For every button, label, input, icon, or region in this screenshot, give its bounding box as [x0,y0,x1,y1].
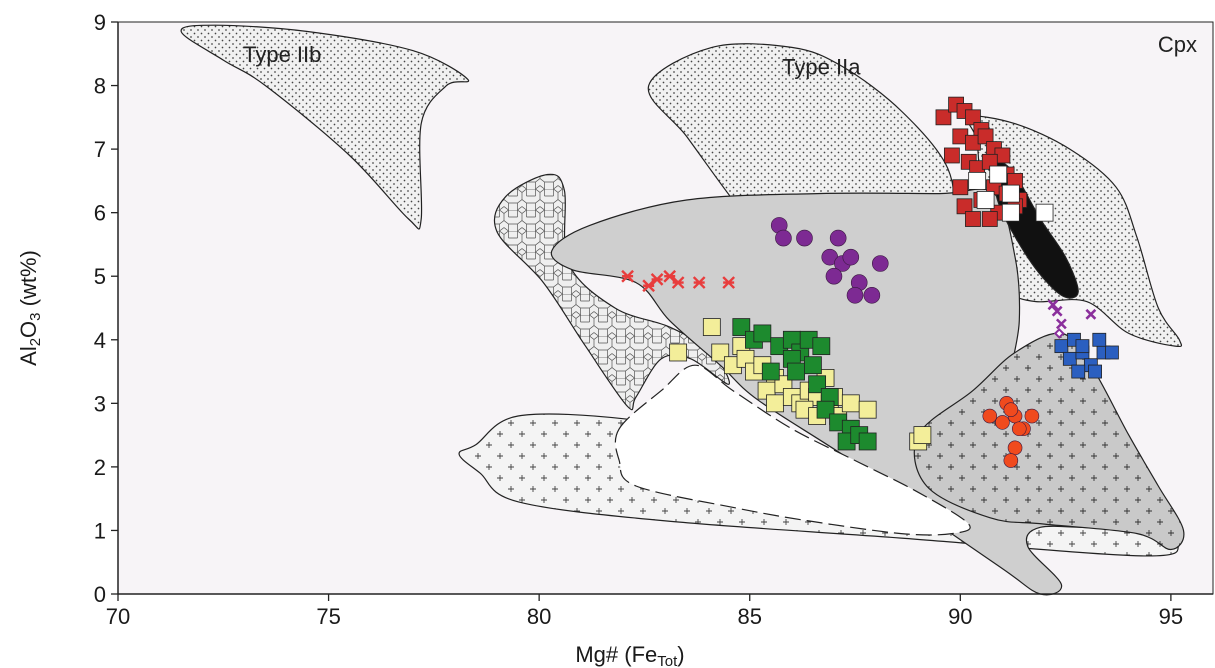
point-0-25 [965,211,981,227]
series-5 [732,318,877,451]
point-2-2 [796,229,813,247]
point-9-0 [1053,328,1065,339]
region-plus-dense-6 [913,332,1185,551]
point-4-22 [841,394,860,413]
y-tick-label-2: 2 [94,455,106,480]
point-3-4 [671,276,685,289]
point-2-1 [775,229,792,247]
y-axis-title: Al2O3 (wt%) [16,250,44,366]
point-7-5 [1024,408,1040,424]
point-0-0 [935,109,952,126]
point-2-9 [871,255,889,272]
series-6 [1054,332,1119,379]
point-6-9 [1075,339,1090,354]
region-labels: Type IIb Type IIa [243,42,861,80]
point-7-2 [995,415,1010,430]
y-tick-label-9: 9 [94,10,106,35]
region-label-0: Type IIb [243,42,321,67]
y-tick-label-3: 3 [94,391,106,416]
point-4-0 [669,343,688,362]
point-5-11 [787,362,805,381]
point-6-0 [1054,339,1069,354]
point-1-2 [976,191,995,209]
field-regions [180,24,1185,596]
point-0-7 [977,128,994,145]
point-7-8 [1007,440,1023,456]
point-8-2 [1055,318,1067,330]
point-3-2 [650,273,664,286]
y-tick-label-8: 8 [94,74,106,99]
point-3-5 [692,276,706,289]
axis-ticks: 70 75 80 85 90 95 0 1 2 3 4 5 6 7 8 9 [94,10,1183,629]
point-7-9 [1003,453,1019,468]
point-8-3 [1085,308,1097,320]
point-3-0 [621,269,634,283]
x-tick-label-85: 85 [737,604,761,629]
mineral-label: Cpx [1158,32,1197,57]
point-5-19 [858,432,877,451]
point-6-10 [1092,332,1107,347]
x-tick-label-95: 95 [1159,604,1183,629]
plot-frame [117,21,1214,595]
x-tick-label-90: 90 [948,604,972,629]
point-6-6 [1071,364,1086,379]
point-2-6 [842,248,860,266]
point-1-0 [968,171,987,190]
series-3 [621,269,736,293]
x-tick-label-80: 80 [527,604,551,629]
point-4-25 [913,426,932,445]
point-6-7 [1088,364,1102,379]
point-1-3 [1001,184,1020,203]
y-tick-label-4: 4 [94,328,106,353]
point-2-11 [863,286,881,304]
point-0-21 [956,198,973,215]
point-3-3 [663,269,677,283]
point-4-11 [766,394,784,413]
point-5-7 [812,337,831,356]
point-6-8 [1105,345,1119,360]
point-0-26 [981,211,998,227]
point-5-8 [761,362,780,381]
data-series [621,96,1119,468]
y-tick-label-7: 7 [94,137,106,162]
point-2-7 [825,267,843,285]
point-4-23 [858,400,877,419]
x-tick-label-75: 75 [316,604,340,629]
point-0-10 [943,147,960,164]
point-8-0 [1047,299,1059,311]
x-tick-label-70: 70 [106,604,130,629]
region-dots-0 [180,24,470,230]
region-label-1: Type IIa [782,54,861,79]
x-axis-title: Mg# (FeTot) [575,642,684,668]
point-6-2 [1062,351,1077,366]
point-4-1 [702,318,721,336]
point-1-4 [1001,203,1020,222]
point-1-5 [1035,203,1054,222]
point-5-2 [753,324,772,343]
point-2-3 [829,229,847,247]
point-3-1 [642,279,656,293]
point-5-10 [804,356,822,375]
point-3-6 [722,276,736,289]
point-7-0 [982,408,998,424]
y-tick-label-6: 6 [94,201,106,226]
point-0-16 [952,179,969,196]
y-tick-label-1: 1 [94,518,106,543]
point-7-7 [1011,421,1027,437]
y-tick-label-5: 5 [94,264,106,289]
point-7-6 [1003,402,1019,417]
point-0-3 [965,109,981,126]
region-white-7 [614,364,971,536]
series-9 [1053,328,1065,339]
series-1 [968,165,1054,222]
series-8 [1047,299,1097,330]
series-2 [770,217,889,304]
point-8-1 [1051,305,1063,317]
point-1-1 [989,165,1008,184]
y-tick-label-0: 0 [94,582,106,607]
point-2-10 [846,286,864,304]
series-7 [982,396,1040,468]
